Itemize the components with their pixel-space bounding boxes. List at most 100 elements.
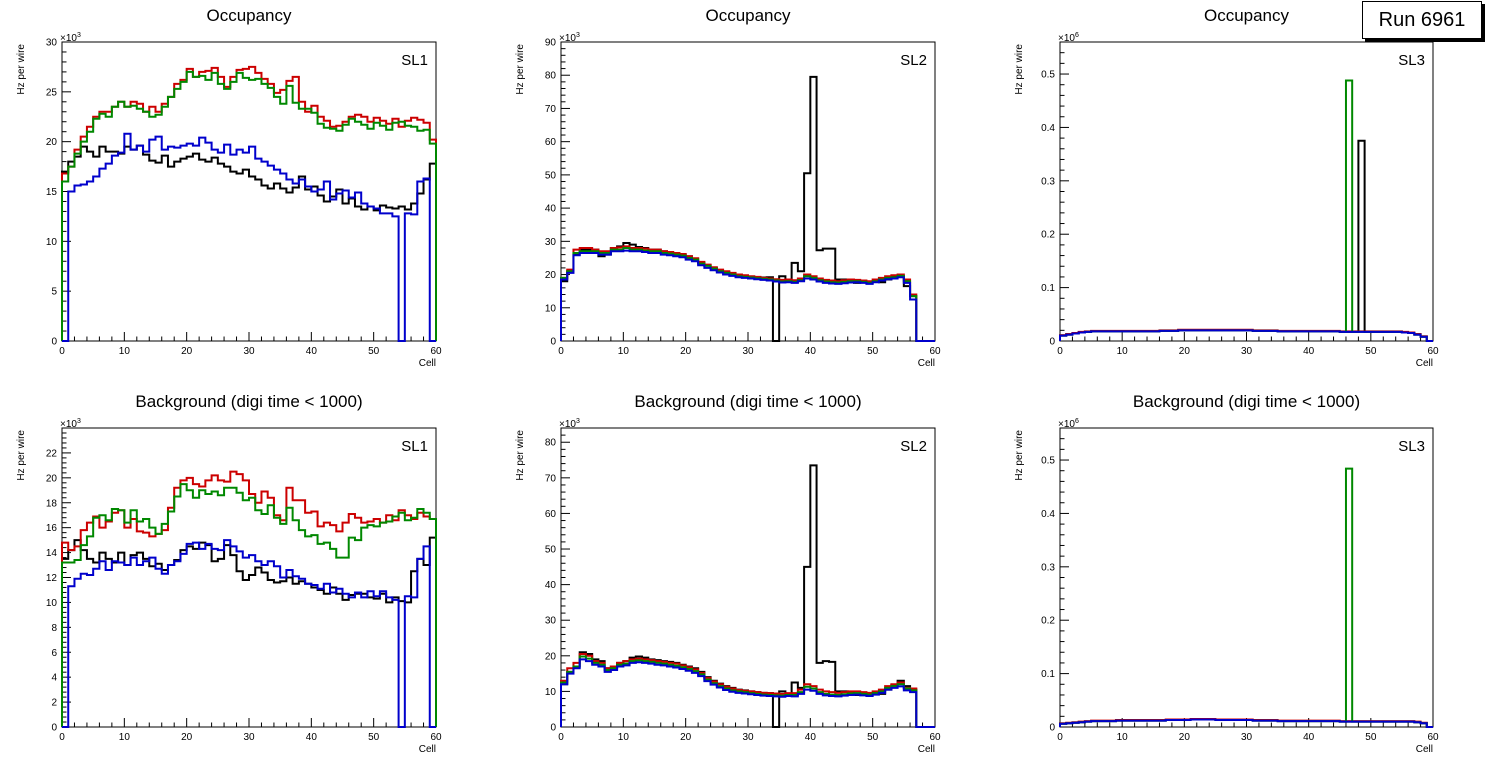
panel-5: Background (digi time < 1000) SL2 ×103 Hz p… [515, 392, 941, 755]
y-tick-label: 20 [545, 270, 557, 281]
x-tick-label: 40 [306, 346, 318, 357]
histogram-series-red [61, 65, 437, 341]
y-tick-label: 80 [545, 71, 557, 82]
x-tick-label: 50 [368, 732, 380, 743]
y-tick-label: 12 [46, 573, 58, 584]
y-tick-label: 0 [550, 337, 556, 348]
y-tick-label: 30 [545, 237, 557, 248]
histogram-series-blue [560, 658, 935, 728]
y-axis-label: Hz per wire [1014, 430, 1025, 481]
histogram-series-green [61, 483, 437, 727]
y-tick-label: 8 [51, 623, 57, 634]
x-tick-label: 50 [1365, 732, 1377, 743]
x-tick-label: 0 [59, 732, 65, 743]
x-tick-label: 10 [119, 346, 131, 357]
y-tick-label: 0.2 [1041, 230, 1055, 241]
axis-exponent-power: 6 [1075, 32, 1079, 39]
plot-title: Background (digi time < 1000) [634, 392, 861, 411]
x-tick-label: 20 [181, 732, 193, 743]
x-tick-label: 30 [243, 346, 255, 357]
x-tick-label: 30 [1241, 732, 1253, 743]
plot-frame [61, 41, 437, 342]
histogram-series-blue [1059, 718, 1433, 728]
y-tick-label: 30 [46, 38, 58, 49]
histogram-series-black [61, 536, 437, 727]
x-axis-label: Cell [419, 744, 436, 755]
plot-title: Occupancy [206, 6, 292, 25]
histogram-series-red [560, 245, 935, 342]
x-axis-label: Cell [419, 358, 436, 369]
y-tick-label: 0 [51, 337, 57, 348]
x-tick-label: 30 [742, 346, 754, 357]
y-tick-label: 80 [545, 438, 557, 449]
x-tick-label: 50 [368, 346, 380, 357]
axis-exponent: ×103 [559, 418, 580, 430]
x-tick-label: 10 [1117, 732, 1129, 743]
y-tick-label: 0 [51, 723, 57, 734]
axis-exponent: ×106 [1058, 418, 1079, 430]
y-axis-label: Hz per wire [16, 430, 27, 481]
x-tick-label: 40 [805, 732, 817, 743]
histogram-series-blue [62, 132, 436, 342]
histogram-series-black [560, 75, 935, 342]
y-axis-label: Hz per wire [515, 44, 526, 95]
panel-label: SL3 [1398, 438, 1425, 455]
y-tick-label: 0.5 [1041, 70, 1055, 81]
axis-exponent: ×106 [1058, 32, 1079, 44]
y-tick-label: 0.3 [1041, 176, 1055, 187]
axis-exponent: ×103 [60, 418, 81, 430]
panel-label: SL2 [900, 438, 927, 455]
y-tick-label: 10 [545, 687, 557, 698]
x-tick-label: 20 [680, 346, 692, 357]
x-tick-label: 0 [558, 732, 564, 743]
panel-label: SL2 [900, 52, 927, 69]
y-tick-label: 0.1 [1041, 283, 1055, 294]
x-tick-label: 10 [618, 732, 630, 743]
histogram-series-green [1059, 467, 1433, 728]
y-tick-label: 40 [545, 204, 557, 215]
y-tick-label: 14 [46, 548, 58, 559]
y-tick-label: 20 [46, 137, 58, 148]
x-tick-label: 0 [1057, 732, 1063, 743]
histogram-series-red [560, 653, 935, 728]
histogram-series-black [560, 464, 935, 728]
y-tick-label: 0.1 [1041, 669, 1055, 680]
y-tick-label: 50 [545, 545, 557, 556]
histogram-series-blue [1059, 329, 1433, 342]
plot-title: Occupancy [1204, 6, 1290, 25]
x-axis-label: Cell [1416, 744, 1433, 755]
x-tick-label: 0 [1057, 346, 1063, 357]
y-tick-label: 20 [545, 651, 557, 662]
x-tick-label: 0 [59, 346, 65, 357]
panel-label: SL1 [401, 52, 428, 69]
x-tick-label: 40 [1303, 732, 1315, 743]
x-tick-label: 60 [430, 732, 442, 743]
x-tick-label: 20 [181, 346, 193, 357]
x-axis-label: Cell [918, 358, 935, 369]
plot-title: Background (digi time < 1000) [1133, 392, 1360, 411]
x-tick-label: 50 [1365, 346, 1377, 357]
plot-frame [560, 427, 936, 728]
histogram-series-green [61, 70, 437, 341]
y-tick-label: 2 [51, 698, 57, 709]
x-tick-label: 40 [805, 346, 817, 357]
plot-frame [1059, 427, 1434, 728]
y-axis-label: Hz per wire [515, 430, 526, 481]
x-tick-label: 60 [929, 346, 941, 357]
y-tick-label: 0 [550, 723, 556, 734]
x-tick-label: 60 [430, 346, 442, 357]
x-tick-label: 60 [1427, 732, 1439, 743]
x-tick-label: 20 [680, 732, 692, 743]
y-tick-label: 30 [545, 616, 557, 627]
panel-3: Occupancy SL3 ×106 Hz per wire Cell 0 10 20 30 40… [1014, 6, 1439, 369]
y-axis-label: Hz per wire [16, 44, 27, 95]
y-tick-label: 70 [545, 473, 557, 484]
histogram-series-blue [560, 249, 935, 342]
x-tick-label: 10 [618, 346, 630, 357]
panel-label: SL1 [401, 438, 428, 455]
y-tick-label: 50 [545, 170, 557, 181]
axis-exponent-power: 3 [77, 418, 81, 425]
axis-exponent: ×103 [60, 32, 81, 44]
x-tick-label: 30 [243, 732, 255, 743]
